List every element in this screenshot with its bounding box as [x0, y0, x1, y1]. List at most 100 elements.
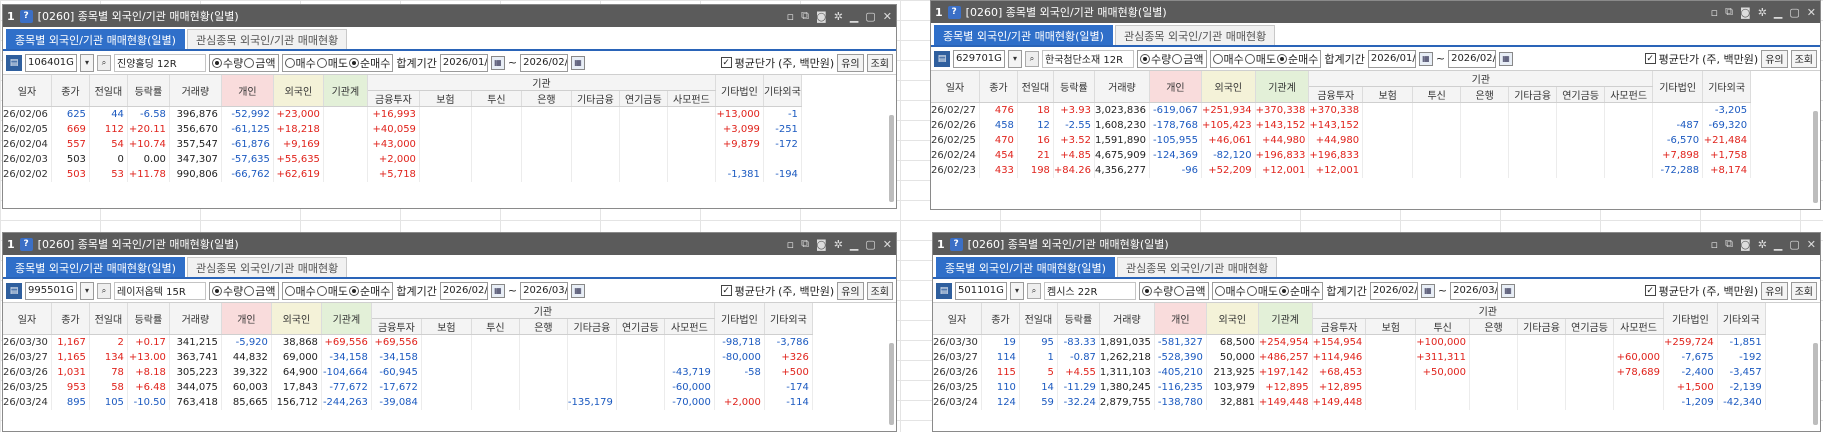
minimize-icon[interactable]: ▁ [849, 9, 859, 23]
col-header[interactable]: 등락률 [1053, 71, 1095, 103]
col-header[interactable]: 보험 [419, 90, 472, 107]
close-icon[interactable]: ✕ [1806, 5, 1816, 19]
code-input[interactable]: 995501G [25, 281, 77, 300]
table-row[interactable]: 26/03/30 19 95 -83.33 1,891,035 -581,327 68,50… [933, 334, 1766, 350]
radio-sell[interactable] [316, 285, 327, 296]
chevron-down-icon[interactable]: ▾ [80, 281, 94, 300]
title-bar[interactable]: 1 ? [0260] 종목별 외국인/기관 매매현황(일별) ▫ ⧉ ◙ ✲ ▁ ▢ ✕ [3, 233, 896, 255]
radio-qty[interactable] [1142, 285, 1152, 296]
code-input[interactable]: 501101G [955, 281, 1007, 300]
chevron-down-icon[interactable]: ▾ [1010, 281, 1024, 300]
date-from-input[interactable]: 2026/02/ [439, 281, 488, 300]
calendar-icon[interactable]: ▦ [1501, 283, 1516, 298]
copy-icon[interactable]: ⧉ [1725, 5, 1733, 18]
col-header[interactable]: 금융투자 [1312, 318, 1367, 335]
col-header[interactable]: 종가 [981, 303, 1020, 335]
date-to-input[interactable]: 2026/02/ [520, 53, 569, 72]
col-header[interactable]: 개인 [1149, 71, 1202, 103]
search-icon[interactable]: ⌕ [1025, 50, 1039, 67]
table-row[interactable]: 26/03/27 1,165 134 +13.00 363,741 44,832 69,00… [3, 349, 813, 365]
col-header[interactable]: 연기금등 [1556, 86, 1606, 103]
date-to-input[interactable]: 2026/03/ [520, 281, 569, 300]
col-header[interactable]: 등락률 [1057, 303, 1100, 335]
table-row[interactable]: 26/02/05 669 112 +20.11 356,670 -61,125 +18,21… [3, 121, 802, 137]
col-header[interactable]: 외국인 [1206, 303, 1259, 335]
col-header[interactable]: 기타법인 [1652, 71, 1704, 103]
col-header[interactable]: 기관계 [1258, 303, 1313, 335]
camera-icon[interactable]: ◙ [816, 9, 827, 23]
avg-price-checkbox[interactable]: ✓ [720, 285, 732, 296]
col-header[interactable]: 전일대 [89, 75, 128, 107]
gear-icon[interactable]: ✲ [1757, 5, 1767, 19]
radio-buy[interactable] [1212, 53, 1223, 64]
search-button[interactable]: 조회 [1790, 281, 1817, 300]
caution-button[interactable]: 유의 [1761, 281, 1788, 300]
window-icon[interactable]: ▫ [1710, 5, 1719, 19]
radio-qty[interactable] [212, 57, 222, 68]
table-row[interactable]: 26/02/06 625 44 -6.58 396,876 -52,992 +23,000 +… [3, 106, 802, 122]
caution-button[interactable]: 유의 [1761, 49, 1788, 68]
close-icon[interactable]: ✕ [882, 9, 892, 23]
table-row[interactable]: 26/02/04 557 54 +10.74 357,547 -61,876 +9,169 +… [3, 136, 802, 152]
code-input[interactable]: 629701G [953, 49, 1005, 68]
col-header[interactable]: 연기금등 [619, 90, 668, 107]
date-from-input[interactable]: 2026/02/ [1369, 281, 1418, 300]
table-row[interactable]: 26/02/26 458 12 -2.55 1,608,230 -178,768 +105,… [931, 117, 1752, 133]
search-button[interactable]: 조회 [866, 281, 893, 300]
tab-daily[interactable]: 종목별 외국인/기관 매매현황(일별) [6, 257, 185, 277]
col-header[interactable]: 사모펀드 [664, 318, 715, 335]
radio-qty[interactable] [212, 285, 222, 296]
table-row[interactable]: 26/03/25 953 58 +6.48 344,075 60,003 17,843 -77… [3, 379, 813, 395]
col-header[interactable]: 은행 [519, 318, 568, 335]
col-header[interactable]: 개인 [221, 303, 272, 335]
close-icon[interactable]: ✕ [882, 237, 892, 251]
col-header[interactable]: 일자 [3, 303, 52, 335]
search-icon[interactable]: ⌕ [97, 54, 111, 71]
col-header[interactable]: 기타외국 [1702, 71, 1752, 103]
maximize-icon[interactable]: ▢ [1789, 237, 1800, 251]
avg-price-checkbox[interactable]: ✓ [1644, 53, 1656, 64]
col-header[interactable]: 기관계 [321, 303, 372, 335]
search-button[interactable]: 조회 [866, 53, 893, 72]
col-header[interactable]: 투신 [471, 318, 520, 335]
tab-daily[interactable]: 종목별 외국인/기관 매매현황(일별) [934, 25, 1113, 45]
col-header[interactable]: 기타금융 [571, 90, 620, 107]
col-header[interactable]: 기관계 [323, 75, 368, 107]
col-header[interactable]: 개인 [221, 75, 274, 107]
table-row[interactable]: 26/03/26 1,031 78 +8.18 305,223 39,322 64,900-… [3, 364, 813, 380]
radio-sell[interactable] [1246, 285, 1257, 296]
calendar-icon[interactable]: ▦ [490, 55, 505, 70]
col-header[interactable]: 기타외국 [1717, 303, 1766, 335]
window-icon[interactable]: ▫ [786, 9, 795, 23]
col-header[interactable]: 기타외국 [764, 303, 813, 335]
table-row[interactable]: 26/02/23 433 198 +84.26 4,356,277 -96 +52,209 +… [931, 162, 1752, 178]
col-header[interactable]: 기타금융 [1508, 86, 1558, 103]
radio-amount[interactable] [1174, 285, 1185, 296]
calendar-icon[interactable]: ▦ [571, 55, 586, 70]
col-header[interactable]: 사모펀드 [1604, 86, 1654, 103]
col-header[interactable]: 종가 [979, 71, 1018, 103]
col-header[interactable]: 일자 [3, 75, 52, 107]
radio-net-buy[interactable] [349, 285, 359, 296]
table-row[interactable]: 26/03/26 115 5 +4.55 1,311,103 -405,210 213,92… [933, 364, 1766, 380]
bookmark-icon[interactable]: ▤ [6, 282, 22, 299]
radio-buy[interactable] [1214, 285, 1225, 296]
col-header[interactable]: 등락률 [127, 75, 170, 107]
table-row[interactable]: 26/03/24 124 59 -32.24 2,879,755 -138,780 32,8… [933, 394, 1766, 410]
copy-icon[interactable]: ⧉ [801, 237, 809, 250]
col-header[interactable]: 보험 [1365, 318, 1417, 335]
col-header[interactable]: 기타금융 [1517, 318, 1567, 335]
col-header[interactable]: 금융투자 [1308, 86, 1364, 103]
table-row[interactable]: 26/03/25 110 14 -11.29 1,380,245 -116,235 103,… [933, 379, 1766, 395]
col-header[interactable]: 종가 [51, 303, 90, 335]
tab-watchlist[interactable]: 관심종목 외국인/기관 매매현황 [186, 29, 348, 49]
col-header[interactable]: 기타법인 [715, 75, 764, 107]
maximize-icon[interactable]: ▢ [865, 9, 876, 23]
col-header[interactable]: 일자 [931, 71, 980, 103]
col-header[interactable]: 전일대 [1019, 303, 1058, 335]
col-header[interactable]: 등락률 [127, 303, 170, 335]
col-header[interactable]: 전일대 [1017, 71, 1054, 103]
chevron-down-icon[interactable]: ▾ [80, 53, 94, 72]
col-header[interactable]: 은행 [521, 90, 572, 107]
window-icon[interactable]: ▫ [786, 237, 795, 251]
